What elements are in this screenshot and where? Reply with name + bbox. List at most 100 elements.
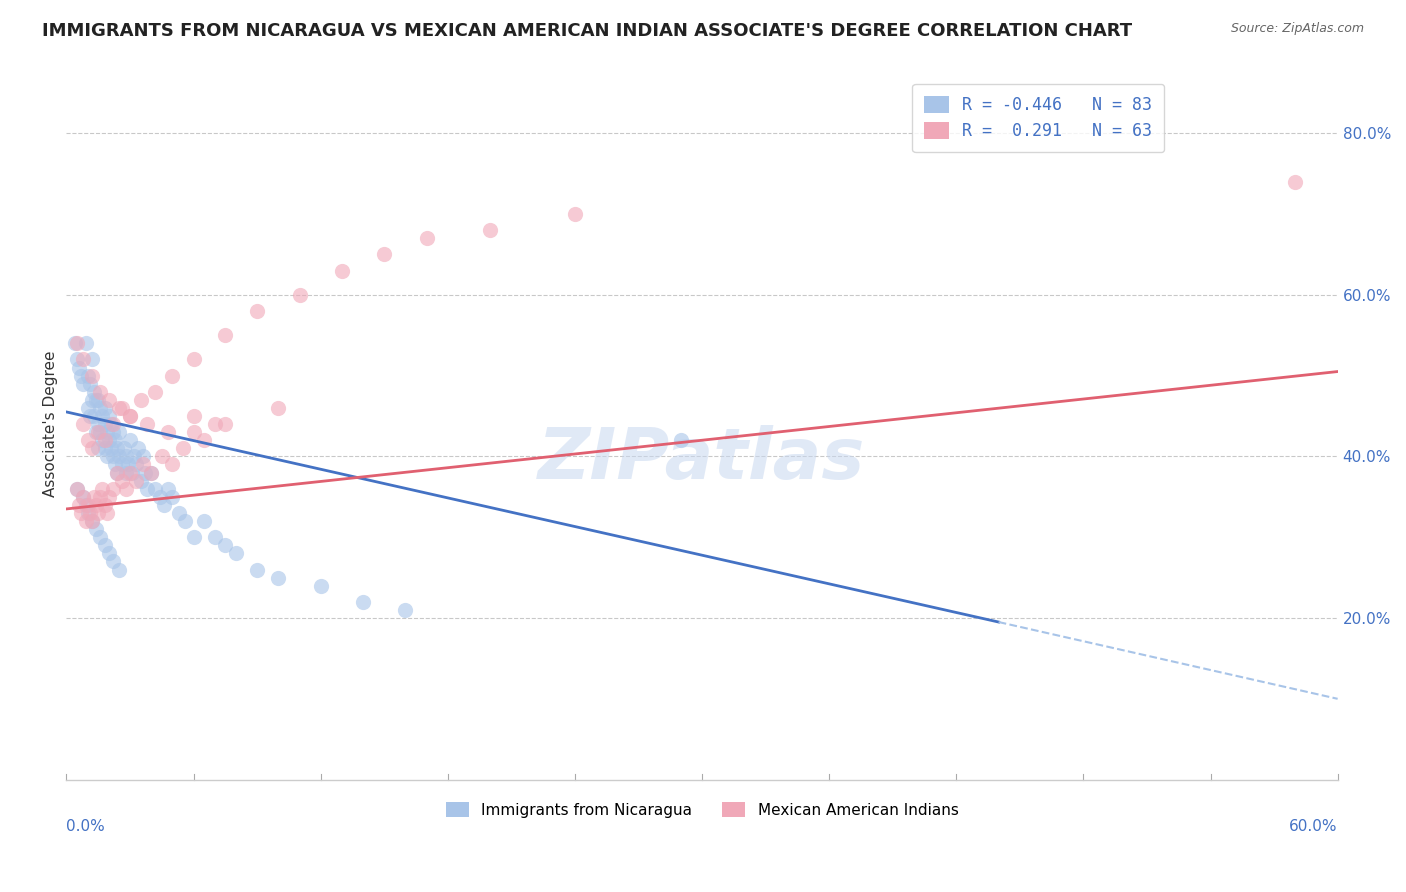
Point <box>76 401 98 415</box>
Point <box>110 458 132 472</box>
Point <box>108 425 131 439</box>
Point <box>87 425 110 439</box>
Point <box>108 401 131 415</box>
Point <box>183 530 205 544</box>
Text: ZIPatlas: ZIPatlas <box>538 425 866 494</box>
Point <box>87 506 110 520</box>
Point <box>183 425 205 439</box>
Point <box>204 530 226 544</box>
Point <box>93 442 115 456</box>
Point <box>70 368 93 383</box>
Point <box>288 287 311 301</box>
Point <box>96 425 118 439</box>
Point <box>150 450 173 464</box>
Point <box>80 392 103 407</box>
Point <box>145 384 167 399</box>
Point <box>100 442 122 456</box>
Point <box>91 434 114 448</box>
Point <box>96 506 118 520</box>
Point <box>167 506 190 520</box>
Point <box>97 392 120 407</box>
Point <box>373 247 395 261</box>
Point <box>415 231 437 245</box>
Point <box>101 554 124 568</box>
Point <box>83 409 105 423</box>
Point <box>87 442 110 456</box>
Point <box>83 490 105 504</box>
Point <box>101 482 124 496</box>
Point <box>114 482 136 496</box>
Point <box>89 384 111 399</box>
Point <box>246 562 269 576</box>
Point <box>72 490 94 504</box>
Point <box>110 401 132 415</box>
Point <box>145 482 167 496</box>
Point <box>84 425 107 439</box>
Point <box>204 417 226 431</box>
Point <box>669 434 692 448</box>
Y-axis label: Associate's Degree: Associate's Degree <box>44 351 58 498</box>
Point <box>87 417 110 431</box>
Point <box>76 434 98 448</box>
Point <box>225 546 247 560</box>
Point <box>97 434 120 448</box>
Point <box>101 417 124 431</box>
Point <box>114 450 136 464</box>
Point <box>121 466 143 480</box>
Point <box>105 442 128 456</box>
Point <box>76 498 98 512</box>
Point <box>162 368 184 383</box>
Point <box>80 514 103 528</box>
Point <box>91 482 114 496</box>
Point <box>162 490 184 504</box>
Point <box>132 458 155 472</box>
Text: IMMIGRANTS FROM NICARAGUA VS MEXICAN AMERICAN INDIAN ASSOCIATE'S DEGREE CORRELAT: IMMIGRANTS FROM NICARAGUA VS MEXICAN AME… <box>42 22 1132 40</box>
Point <box>127 442 149 456</box>
Point <box>66 482 89 496</box>
Point <box>80 514 103 528</box>
Text: 0.0%: 0.0% <box>66 819 105 834</box>
Point <box>108 450 131 464</box>
Point <box>80 442 103 456</box>
Point <box>104 458 127 472</box>
Point <box>93 538 115 552</box>
Point <box>214 538 236 552</box>
Point <box>193 434 215 448</box>
Point <box>76 368 98 383</box>
Point <box>136 482 159 496</box>
Point <box>134 466 156 480</box>
Point <box>117 458 139 472</box>
Point <box>157 425 180 439</box>
Point <box>93 401 115 415</box>
Point <box>183 352 205 367</box>
Point <box>122 450 145 464</box>
Point <box>214 328 236 343</box>
Point <box>66 352 89 367</box>
Point <box>70 506 93 520</box>
Point <box>67 498 90 512</box>
Point <box>79 376 101 391</box>
Point <box>129 392 152 407</box>
Point <box>105 466 128 480</box>
Point <box>93 498 115 512</box>
Point <box>112 442 135 456</box>
Point <box>157 482 180 496</box>
Point <box>110 474 132 488</box>
Point <box>394 603 416 617</box>
Point <box>136 417 159 431</box>
Point <box>72 376 94 391</box>
Point <box>84 392 107 407</box>
Point <box>564 207 586 221</box>
Point <box>80 352 103 367</box>
Point <box>183 409 205 423</box>
Point <box>267 571 290 585</box>
Point <box>132 450 155 464</box>
Point <box>63 336 86 351</box>
Point <box>93 417 115 431</box>
Point <box>105 466 128 480</box>
Point <box>1284 175 1306 189</box>
Point <box>91 409 114 423</box>
Point <box>89 490 111 504</box>
Point <box>75 498 97 512</box>
Point <box>172 442 194 456</box>
